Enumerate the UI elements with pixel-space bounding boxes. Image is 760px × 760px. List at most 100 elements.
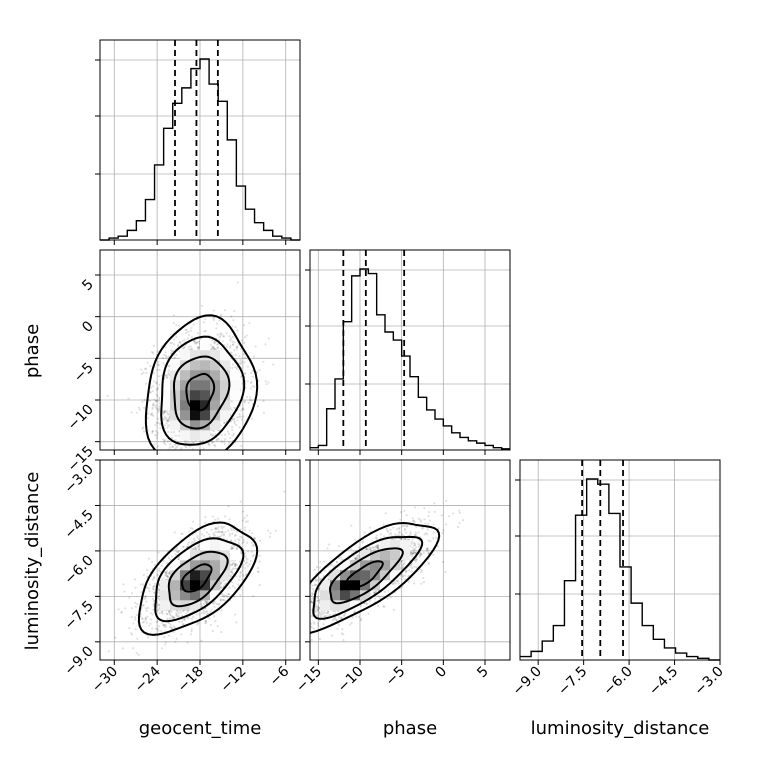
joint-luminosity-distance-vs-phase-sample xyxy=(420,582,423,585)
joint-phase-vs-geocent-time-sample xyxy=(163,410,166,413)
hist-luminosity-distance-frame xyxy=(519,459,721,661)
joint-luminosity-distance-vs-geocent-time-sample xyxy=(196,535,199,538)
joint-phase-vs-geocent-time-sample xyxy=(187,330,190,334)
joint-phase-vs-geocent-time-sample xyxy=(219,334,222,337)
joint-phase-vs-geocent-time-sample xyxy=(255,371,259,374)
joint-luminosity-distance-vs-geocent-time-sample xyxy=(204,601,207,604)
joint-phase-vs-geocent-time-sample xyxy=(207,442,210,445)
joint-phase-vs-geocent-time-sample xyxy=(185,441,188,444)
joint-luminosity-distance-vs-geocent-time-sample xyxy=(158,608,161,611)
joint-luminosity-distance-vs-geocent-time-sample xyxy=(249,559,252,563)
joint-phase-vs-geocent-time-sample xyxy=(194,342,197,345)
joint-luminosity-distance-vs-geocent-time-density-cell xyxy=(180,560,191,571)
joint-phase-vs-geocent-time-sample xyxy=(149,413,153,416)
joint-phase-vs-geocent-time-sample xyxy=(230,408,233,411)
joint-phase-vs-geocent-time-sample xyxy=(184,472,186,474)
joint-luminosity-distance-vs-geocent-time-sample xyxy=(222,532,226,536)
joint-luminosity-distance-vs-phase-sample xyxy=(426,549,429,552)
joint-phase-vs-geocent-time-sample xyxy=(151,431,154,434)
joint-luminosity-distance-vs-phase-sample xyxy=(326,612,329,615)
joint-phase-vs-geocent-time-sample xyxy=(212,309,215,312)
joint-phase-vs-geocent-time-sample xyxy=(177,343,180,346)
joint-luminosity-distance-vs-geocent-time-sample xyxy=(220,631,223,634)
joint-luminosity-distance-vs-geocent-time-sample xyxy=(150,560,154,563)
joint-luminosity-distance-vs-geocent-time-sample xyxy=(217,531,220,534)
joint-phase-vs-geocent-time-sample xyxy=(213,342,216,345)
joint-phase-vs-geocent-time-sample xyxy=(163,353,166,357)
joint-phase-vs-geocent-time-sample xyxy=(229,337,232,340)
joint-phase-vs-geocent-time-sample xyxy=(230,400,233,403)
joint-phase-vs-geocent-time-sample xyxy=(239,362,242,365)
joint-luminosity-distance-vs-geocent-time-sample xyxy=(144,597,147,600)
joint-luminosity-distance-vs-geocent-time-sample xyxy=(152,604,155,608)
joint-phase-vs-geocent-time-sample xyxy=(149,386,153,389)
joint-phase-vs-geocent-time-sample xyxy=(238,426,241,429)
joint-luminosity-distance-vs-geocent-time-sample xyxy=(202,602,206,606)
joint-phase-vs-geocent-time-sample xyxy=(180,447,183,450)
joint-luminosity-distance-vs-geocent-time-sample xyxy=(241,569,244,572)
joint-phase-vs-geocent-time-sample xyxy=(217,342,220,346)
joint-luminosity-distance-vs-geocent-time-sample xyxy=(170,626,173,629)
joint-phase-vs-geocent-time-sample xyxy=(193,453,195,455)
joint-phase-vs-geocent-time-sample xyxy=(181,340,184,343)
joint-luminosity-distance-vs-geocent-time-sample xyxy=(222,525,225,528)
joint-luminosity-distance-vs-geocent-time-sample xyxy=(177,550,180,553)
hist-geocent-time-panel xyxy=(95,39,301,245)
joint-luminosity-distance-vs-geocent-time-density-cell xyxy=(220,560,231,571)
joint-luminosity-distance-vs-geocent-time-sample xyxy=(170,610,173,613)
joint-phase-vs-geocent-time-sample xyxy=(228,441,231,444)
joint-phase-vs-geocent-time-density-cell xyxy=(190,430,201,441)
joint-luminosity-distance-vs-phase-sample xyxy=(388,533,391,536)
joint-luminosity-distance-vs-geocent-time-sample xyxy=(160,629,163,633)
joint-luminosity-distance-vs-geocent-time-sample xyxy=(193,539,197,542)
joint-luminosity-distance-vs-geocent-time-sample xyxy=(172,617,176,620)
joint-phase-vs-geocent-time-sample xyxy=(231,354,235,357)
joint-luminosity-distance-vs-geocent-time-sample xyxy=(190,617,193,620)
joint-luminosity-distance-vs-geocent-time-sample xyxy=(134,601,137,604)
joint-phase-vs-geocent-time-sample xyxy=(184,451,186,453)
joint-luminosity-distance-vs-geocent-time-sample xyxy=(248,529,251,532)
joint-luminosity-distance-vs-geocent-time-density-cell xyxy=(170,580,181,591)
tick-label-luminosity-distance-2: −6.0 xyxy=(601,664,636,699)
joint-luminosity-distance-vs-geocent-time-sample xyxy=(158,567,161,570)
joint-luminosity-distance-vs-geocent-time-sample xyxy=(171,617,174,620)
joint-luminosity-distance-vs-geocent-time-sample xyxy=(223,594,226,597)
joint-phase-vs-geocent-time-sample xyxy=(177,469,179,471)
joint-phase-vs-geocent-time-sample xyxy=(165,373,169,377)
joint-luminosity-distance-vs-geocent-time-sample xyxy=(257,570,260,573)
joint-phase-vs-geocent-time-sample xyxy=(178,341,181,344)
joint-luminosity-distance-vs-geocent-time-sample xyxy=(218,535,221,538)
joint-luminosity-distance-vs-geocent-time-sample xyxy=(269,532,272,535)
joint-phase-vs-geocent-time-sample xyxy=(204,318,207,321)
joint-luminosity-distance-vs-geocent-time-sample xyxy=(219,530,222,533)
joint-phase-vs-geocent-time-sample xyxy=(166,376,169,379)
joint-luminosity-distance-vs-geocent-time-sample xyxy=(221,527,224,530)
tick-label-luminosity-distance-2: −6.0 xyxy=(61,552,96,587)
joint-luminosity-distance-vs-geocent-time-sample xyxy=(178,620,181,623)
joint-luminosity-distance-vs-geocent-time-sample xyxy=(145,621,148,624)
joint-phase-vs-geocent-time-sample xyxy=(240,360,243,364)
joint-luminosity-distance-vs-phase-sample xyxy=(428,519,432,522)
joint-luminosity-distance-vs-geocent-time-density-cell xyxy=(160,600,171,611)
joint-luminosity-distance-vs-geocent-time-sample xyxy=(202,534,206,538)
joint-phase-vs-geocent-time-sample xyxy=(155,381,158,384)
joint-luminosity-distance-vs-geocent-time-sample xyxy=(182,609,185,613)
joint-phase-vs-geocent-time-sample xyxy=(152,351,155,355)
joint-phase-vs-geocent-time-sample xyxy=(149,391,152,394)
joint-phase-vs-geocent-time-sample xyxy=(212,461,214,463)
joint-phase-vs-geocent-time-sample xyxy=(144,382,147,385)
joint-phase-vs-geocent-time-sample xyxy=(202,447,205,450)
joint-luminosity-distance-vs-phase-sample xyxy=(418,555,422,558)
joint-phase-vs-geocent-time-sample xyxy=(220,433,223,437)
joint-phase-vs-geocent-time-sample xyxy=(219,332,222,335)
joint-phase-vs-geocent-time-density-cell xyxy=(200,420,211,431)
joint-phase-vs-geocent-time-density-cell xyxy=(220,360,231,371)
joint-phase-vs-geocent-time-density-cell xyxy=(200,380,211,391)
joint-phase-vs-geocent-time-sample xyxy=(213,348,216,351)
joint-luminosity-distance-vs-phase-sample xyxy=(350,548,353,551)
joint-phase-vs-geocent-time-sample xyxy=(187,346,190,349)
joint-luminosity-distance-vs-geocent-time-sample xyxy=(213,534,216,537)
joint-luminosity-distance-vs-geocent-time-sample xyxy=(114,636,117,639)
joint-phase-vs-geocent-time-sample xyxy=(203,330,206,333)
joint-phase-vs-geocent-time-sample xyxy=(249,381,252,385)
